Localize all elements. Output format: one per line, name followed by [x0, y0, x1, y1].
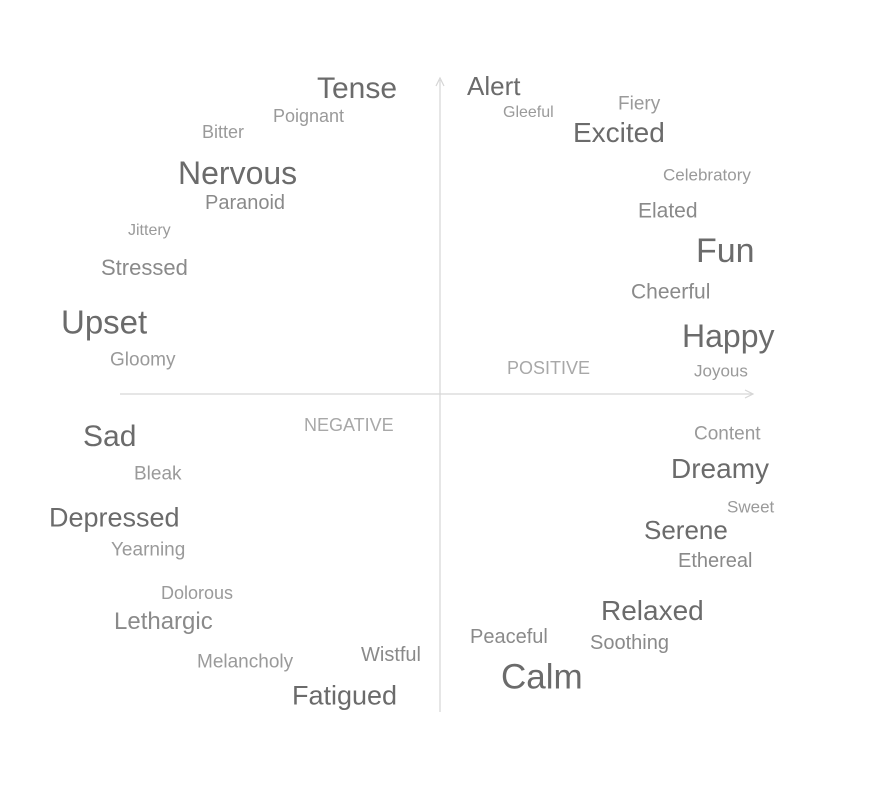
word-wistful: Wistful	[361, 644, 421, 666]
word-fiery: Fiery	[618, 93, 661, 115]
word-tense: Tense	[317, 72, 398, 105]
word-nervous: Nervous	[178, 155, 298, 191]
word-melancholy: Melancholy	[197, 651, 294, 673]
word-gloomy: Gloomy	[110, 349, 176, 371]
word-lethargic: Lethargic	[114, 608, 213, 635]
word-content: Content	[694, 423, 761, 445]
word-upset: Upset	[61, 303, 148, 341]
word-sad: Sad	[83, 420, 137, 453]
word-calm: Calm	[501, 657, 583, 697]
word-gleeful: Gleeful	[503, 104, 554, 121]
word-bleak: Bleak	[134, 463, 182, 485]
word-dolorous: Dolorous	[161, 583, 234, 603]
word-fatigued: Fatigued	[292, 680, 398, 711]
word-paranoid: Paranoid	[205, 192, 286, 214]
vertical-axis-arrow	[435, 76, 445, 87]
word-serene: Serene	[644, 515, 728, 545]
word-jittery: Jittery	[128, 222, 171, 239]
word-celebratory: Celebratory	[663, 165, 751, 185]
word-yearning: Yearning	[111, 539, 186, 561]
word-bitter: Bitter	[202, 122, 245, 142]
word-fun: Fun	[696, 232, 755, 270]
word-ethereal: Ethereal	[678, 550, 753, 572]
word-depressed: Depressed	[49, 502, 180, 533]
horizontal-axis-arrow	[744, 389, 755, 399]
word-peaceful: Peaceful	[470, 626, 548, 648]
word-relaxed: Relaxed	[601, 595, 704, 626]
word-joyous: Joyous	[694, 361, 748, 381]
axis-label-negative: NEGATIVE	[304, 415, 394, 435]
word-excited: Excited	[573, 117, 665, 148]
word-sweet: Sweet	[727, 497, 775, 517]
word-poignant: Poignant	[273, 106, 345, 126]
word-happy: Happy	[682, 318, 775, 354]
axis-label-positive: POSITIVE	[507, 358, 591, 378]
word-stressed: Stressed	[101, 255, 188, 280]
word-dreamy: Dreamy	[671, 453, 770, 484]
word-soothing: Soothing	[590, 632, 669, 654]
word-elated: Elated	[638, 199, 698, 223]
word-cheerful: Cheerful	[631, 280, 711, 304]
word-alert: Alert	[467, 71, 521, 101]
